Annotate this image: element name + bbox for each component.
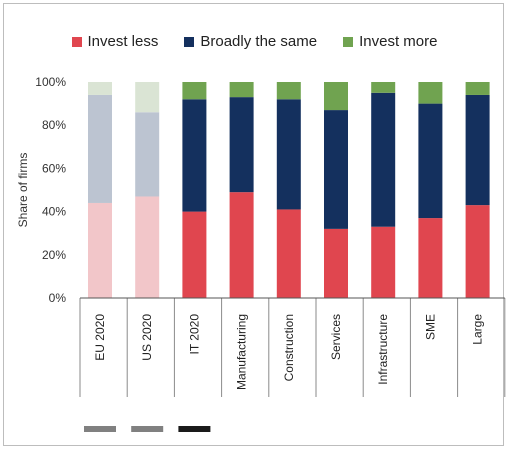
y-tick-label: 80%: [42, 118, 66, 132]
legend-item-broadly-the-same: Broadly the same: [184, 33, 317, 50]
bar-manufacturing-broadly-the-same: [229, 97, 254, 193]
x-tick-label-large: Large: [471, 314, 485, 345]
x-tick-label-eu-2020: EU 2020: [93, 314, 107, 361]
bar-construction-invest-less: [276, 209, 301, 298]
bar-us-2020-invest-less: [135, 196, 160, 298]
bar-eu-2020-invest-less: [88, 202, 112, 298]
bar-infrastructure-broadly-the-same: [371, 92, 396, 227]
bar-eu-2020-invest-more: [88, 82, 112, 95]
bar-services-invest-more: [324, 82, 348, 111]
bar-sme-invest-more: [418, 82, 443, 104]
y-tick-label: 0%: [49, 291, 67, 305]
y-tick-label: 20%: [42, 248, 66, 262]
bar-eu-2020-broadly-the-same: [88, 94, 112, 203]
y-tick-label: 60%: [42, 161, 66, 175]
x-tick-label-infrastructure: Infrastructure: [376, 314, 390, 385]
group-marker: [178, 426, 211, 432]
legend-label-broadly-the-same: Broadly the same: [200, 33, 318, 50]
legend-item-invest-less: Invest less: [71, 33, 159, 50]
group-marker: [131, 426, 164, 432]
bar-manufacturing-invest-less: [229, 192, 254, 298]
bar-us-2020-broadly-the-same: [135, 112, 160, 197]
bar-it-2020-invest-less: [182, 211, 207, 298]
bar-large-invest-less: [465, 205, 490, 298]
legend-label-invest-less: Invest less: [87, 33, 159, 50]
bar-manufacturing-invest-more: [229, 82, 254, 98]
legend-swatch-broadly-the-same: [184, 36, 195, 47]
bar-it-2020-broadly-the-same: [182, 99, 207, 212]
legend-swatch-invest-more: [343, 36, 354, 47]
legend-label-invest-more: Invest more: [359, 33, 438, 50]
x-tick-label-sme: SME: [423, 314, 437, 340]
y-tick-label: 100%: [35, 75, 66, 89]
bar-sme-invest-less: [418, 218, 443, 298]
bar-large-broadly-the-same: [465, 94, 490, 206]
legend-swatch-invest-less: [71, 36, 82, 47]
x-tick-label-services: Services: [329, 314, 343, 360]
bar-it-2020-invest-more: [182, 82, 207, 100]
bar-construction-broadly-the-same: [276, 99, 301, 210]
chart-legend: Invest less Broadly the same Invest more: [0, 33, 509, 50]
bar-sme-broadly-the-same: [418, 103, 443, 219]
x-tick-label-construction: Construction: [282, 314, 296, 381]
x-tick-label-manufacturing: Manufacturing: [235, 314, 249, 390]
bar-infrastructure-invest-less: [371, 226, 396, 298]
group-marker: [84, 426, 116, 432]
bar-construction-invest-more: [276, 82, 301, 100]
bar-large-invest-more: [465, 82, 490, 95]
bar-us-2020-invest-more: [135, 82, 160, 113]
legend-item-invest-more: Invest more: [343, 33, 437, 50]
y-tick-label: 40%: [42, 205, 66, 219]
x-tick-label-it-2020: IT 2020: [187, 314, 201, 355]
y-axis-label: Share of firms: [16, 153, 30, 228]
bar-infrastructure-invest-more: [371, 82, 396, 93]
bar-services-invest-less: [324, 228, 348, 298]
bar-services-broadly-the-same: [324, 110, 348, 229]
x-tick-label-us-2020: US 2020: [140, 314, 154, 361]
